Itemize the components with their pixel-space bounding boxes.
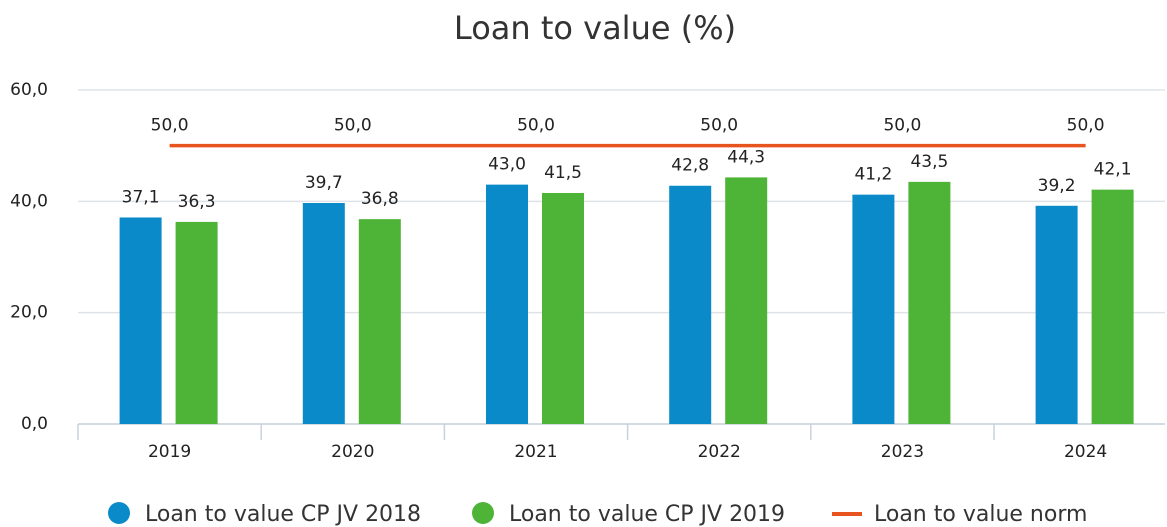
data-label: 42,1 [1094,160,1132,180]
bar [302,203,345,424]
data-label: 50,0 [517,116,555,136]
bar [852,194,895,424]
data-label: 41,2 [854,165,892,185]
x-tick-label: 2024 [1064,442,1107,462]
data-label: 43,5 [910,152,948,172]
data-label: 39,7 [305,173,343,193]
data-label: 37,1 [122,187,160,207]
y-tick-label: 0,0 [21,414,48,434]
x-tick-label: 2020 [331,442,374,462]
bar [119,217,162,424]
x-tick-label: 2019 [148,442,191,462]
data-label: 36,8 [361,189,399,209]
chart-title: Loan to value (%) [454,9,736,47]
data-label: 43,0 [488,155,526,175]
x-tick-label: 2022 [698,442,741,462]
data-label: 36,3 [178,192,216,212]
bar [358,219,401,424]
y-tick-label: 20,0 [10,303,48,323]
legend-label: Loan to value CP JV 2018 [145,502,421,527]
legend-label: Loan to value norm [874,502,1087,527]
x-tick-label: 2023 [881,442,924,462]
data-label: 50,0 [151,116,189,136]
data-label: 50,0 [334,116,372,136]
bar [486,184,528,424]
data-label: 42,8 [671,156,709,176]
bar [669,185,712,424]
bar [1035,205,1078,424]
bar [542,192,584,424]
y-tick-label: 60,0 [10,80,48,100]
data-label: 50,0 [700,116,738,136]
bar [1091,189,1134,424]
legend-label: Loan to value CP JV 2019 [509,502,785,527]
bar [908,181,951,424]
data-label: 39,2 [1038,176,1076,196]
y-tick-label: 40,0 [10,191,48,211]
bar [725,177,768,424]
bar [175,221,218,424]
data-label: 44,3 [727,147,765,167]
data-label: 50,0 [883,116,921,136]
legend-swatch [108,502,130,524]
legend-swatch [472,502,494,524]
data-label: 41,5 [544,163,582,183]
x-tick-label: 2021 [514,442,557,462]
data-label: 50,0 [1067,116,1105,136]
